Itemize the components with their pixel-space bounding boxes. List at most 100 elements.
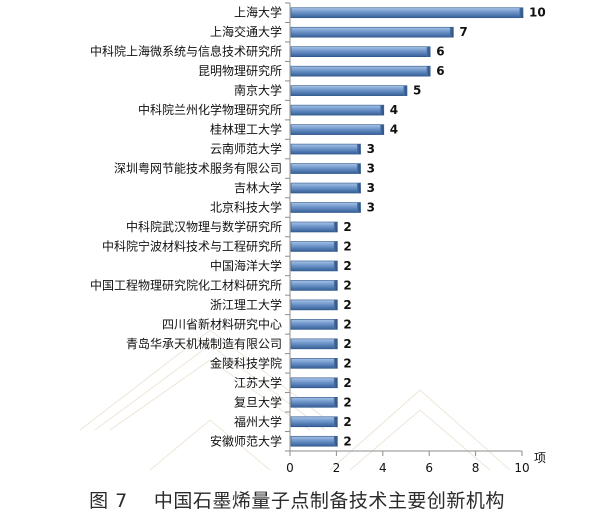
bar-end-cap — [333, 397, 337, 408]
bar — [290, 319, 338, 330]
bar-end-cap — [333, 260, 337, 271]
category-label: 南京大学 — [234, 83, 282, 98]
category-label: 云南师范大学 — [210, 141, 282, 156]
category-label: 中科院兰州化学物理研究所 — [138, 102, 282, 117]
bar-end-cap — [333, 299, 337, 310]
x-tick-label: 10 — [514, 461, 529, 475]
bar-end-cap — [333, 280, 337, 291]
bar-end-cap — [333, 358, 337, 369]
bar-end-cap — [426, 66, 430, 77]
data-label: 2 — [343, 298, 351, 312]
data-label: 6 — [436, 64, 444, 78]
data-label: 3 — [367, 201, 375, 215]
data-label: 4 — [390, 123, 398, 137]
data-label: 10 — [529, 6, 546, 20]
data-label: 2 — [343, 356, 351, 370]
category-label: 中国海洋大学 — [210, 258, 282, 273]
bar — [290, 65, 431, 77]
bar — [290, 182, 361, 194]
category-label: 上海交通大学 — [210, 24, 282, 39]
bar — [290, 338, 338, 350]
data-label: 6 — [436, 45, 444, 59]
category-label: 上海大学 — [234, 5, 282, 20]
category-label: 北京科技大学 — [210, 200, 282, 215]
data-label: 2 — [343, 415, 351, 429]
data-label: 2 — [343, 395, 351, 409]
chart-caption: 图 7 中国石墨烯量子点制备技术主要创新机构 — [89, 490, 505, 512]
data-label: 2 — [343, 337, 351, 351]
bar-end-cap — [333, 319, 337, 330]
bar — [290, 46, 431, 57]
data-label: 5 — [413, 84, 421, 98]
bar-end-cap — [380, 124, 384, 135]
data-label: 4 — [390, 103, 398, 117]
x-tick-label: 0 — [286, 461, 294, 475]
bar — [290, 280, 338, 291]
category-label: 中科院宁波材料技术与工程研究所 — [102, 238, 282, 253]
bar — [290, 299, 338, 311]
category-label: 青岛华承天机械制造有限公司 — [126, 336, 282, 351]
category-label: 浙江理工大学 — [210, 297, 282, 312]
x-tick-label: 2 — [333, 461, 341, 475]
bar — [290, 221, 338, 233]
bar — [290, 377, 338, 389]
bar — [290, 7, 524, 19]
category-label: 中科院上海微系统与信息技术研究所 — [90, 44, 282, 59]
bar — [290, 397, 338, 408]
data-label: 2 — [343, 278, 351, 292]
bar-end-cap — [333, 241, 337, 252]
bar-end-cap — [357, 144, 361, 155]
category-label: 中科院武汉物理与数学研究所 — [126, 219, 282, 234]
data-label: 3 — [367, 181, 375, 195]
bar-end-cap — [333, 416, 337, 427]
bar-end-cap — [519, 7, 523, 18]
x-axis-label: 项 — [534, 451, 546, 465]
category-label: 江苏大学 — [234, 375, 282, 390]
bar — [290, 124, 385, 135]
bar — [290, 104, 385, 116]
category-label: 桂林理工大学 — [210, 122, 282, 137]
bar — [290, 260, 338, 272]
category-label: 福州大学 — [234, 414, 282, 429]
bar — [290, 143, 361, 155]
bar — [290, 163, 361, 174]
bar-chart: 上海大学 10 上海交通大学 7 中科院上海微系统与信息技术研究所 6 昆明物理研究所 6 南京… — [90, 2, 546, 475]
bar-end-cap — [357, 163, 361, 174]
data-label: 2 — [343, 434, 351, 448]
category-label: 金陵科技学院 — [210, 355, 282, 370]
data-label: 2 — [343, 259, 351, 273]
data-label: 2 — [343, 317, 351, 331]
category-label: 四川省新材料研究中心 — [162, 316, 282, 331]
bar — [290, 26, 454, 38]
category-label: 中国工程物理研究院化工材料研究所 — [90, 277, 282, 292]
bar-end-cap — [333, 338, 337, 349]
data-label: 2 — [343, 220, 351, 234]
x-tick-label: 4 — [379, 461, 387, 475]
bar-end-cap — [380, 105, 384, 116]
bar — [290, 416, 338, 428]
data-label: 3 — [367, 142, 375, 156]
bar — [290, 435, 338, 447]
data-label: 2 — [343, 376, 351, 390]
category-label: 复旦大学 — [234, 394, 282, 409]
bar-end-cap — [333, 377, 337, 388]
bar-end-cap — [333, 436, 337, 447]
bar-end-cap — [403, 85, 407, 96]
bar — [290, 85, 408, 96]
bar-end-cap — [357, 183, 361, 194]
x-tick-label: 6 — [425, 461, 433, 475]
bar — [290, 202, 361, 213]
category-label: 昆明物理研究所 — [198, 63, 282, 78]
data-label: 3 — [367, 162, 375, 176]
category-label: 吉林大学 — [234, 180, 282, 195]
bar — [290, 241, 338, 252]
category-label: 安徽师范大学 — [210, 433, 282, 448]
data-label: 2 — [343, 239, 351, 253]
bar-end-cap — [333, 222, 337, 232]
category-label: 深圳粤网节能技术服务有限公司 — [114, 161, 282, 176]
bar-end-cap — [449, 27, 453, 38]
x-tick-label: 8 — [472, 461, 480, 475]
bar-end-cap — [357, 202, 361, 213]
bar-end-cap — [426, 46, 430, 57]
